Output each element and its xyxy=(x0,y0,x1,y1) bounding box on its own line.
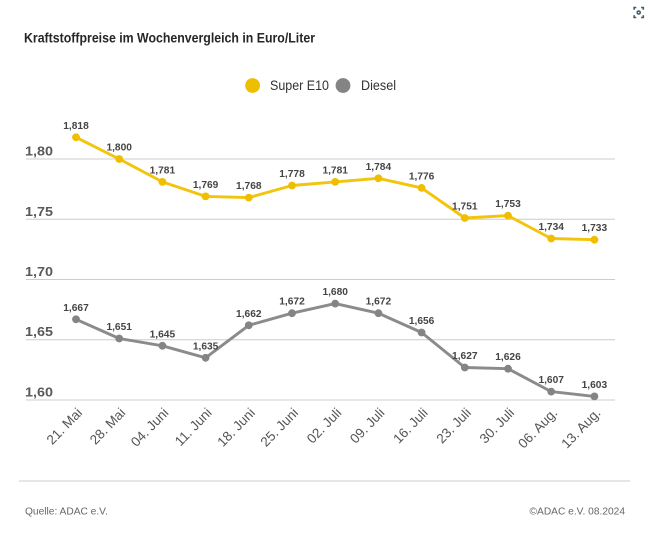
svg-text:1,645: 1,645 xyxy=(150,329,176,340)
svg-text:1,656: 1,656 xyxy=(409,316,435,327)
svg-text:1,65: 1,65 xyxy=(25,324,53,339)
svg-text:Super E10: Super E10 xyxy=(270,77,329,93)
svg-text:1,781: 1,781 xyxy=(150,165,176,176)
svg-text:Diesel: Diesel xyxy=(361,77,396,93)
svg-text:1,680: 1,680 xyxy=(322,287,348,298)
svg-text:1,818: 1,818 xyxy=(63,121,89,132)
svg-text:1,607: 1,607 xyxy=(538,375,564,386)
svg-text:1,75: 1,75 xyxy=(25,204,53,219)
svg-text:1,672: 1,672 xyxy=(366,297,392,308)
svg-text:1,667: 1,667 xyxy=(63,303,89,314)
svg-text:1,733: 1,733 xyxy=(582,223,608,234)
svg-text:1,751: 1,751 xyxy=(452,202,478,213)
svg-text:1,635: 1,635 xyxy=(193,341,219,352)
svg-text:1,800: 1,800 xyxy=(106,143,132,154)
svg-text:1,734: 1,734 xyxy=(538,222,564,233)
svg-text:1,70: 1,70 xyxy=(25,264,53,279)
svg-text:1,662: 1,662 xyxy=(236,309,262,320)
svg-text:1,627: 1,627 xyxy=(452,351,478,362)
svg-text:1,651: 1,651 xyxy=(106,322,132,333)
svg-text:1,753: 1,753 xyxy=(495,199,521,210)
svg-text:1,781: 1,781 xyxy=(322,165,348,176)
svg-text:1,60: 1,60 xyxy=(25,385,53,400)
svg-text:1,776: 1,776 xyxy=(409,171,435,182)
svg-text:1,603: 1,603 xyxy=(582,380,608,391)
svg-text:1,626: 1,626 xyxy=(495,352,521,363)
svg-text:1,784: 1,784 xyxy=(366,162,392,173)
svg-text:Quelle: ADAC e.V.: Quelle: ADAC e.V. xyxy=(25,507,108,518)
svg-text:Kraftstoffpreise im Wochenverg: Kraftstoffpreise im Wochenvergleich in E… xyxy=(24,30,315,46)
svg-text:©ADAC e.V. 08.2024: ©ADAC e.V. 08.2024 xyxy=(530,507,626,518)
svg-text:1,672: 1,672 xyxy=(279,297,305,308)
svg-text:1,768: 1,768 xyxy=(236,181,262,192)
svg-text:1,778: 1,778 xyxy=(279,169,305,180)
svg-text:1,80: 1,80 xyxy=(25,144,53,159)
svg-text:1,769: 1,769 xyxy=(193,180,219,191)
